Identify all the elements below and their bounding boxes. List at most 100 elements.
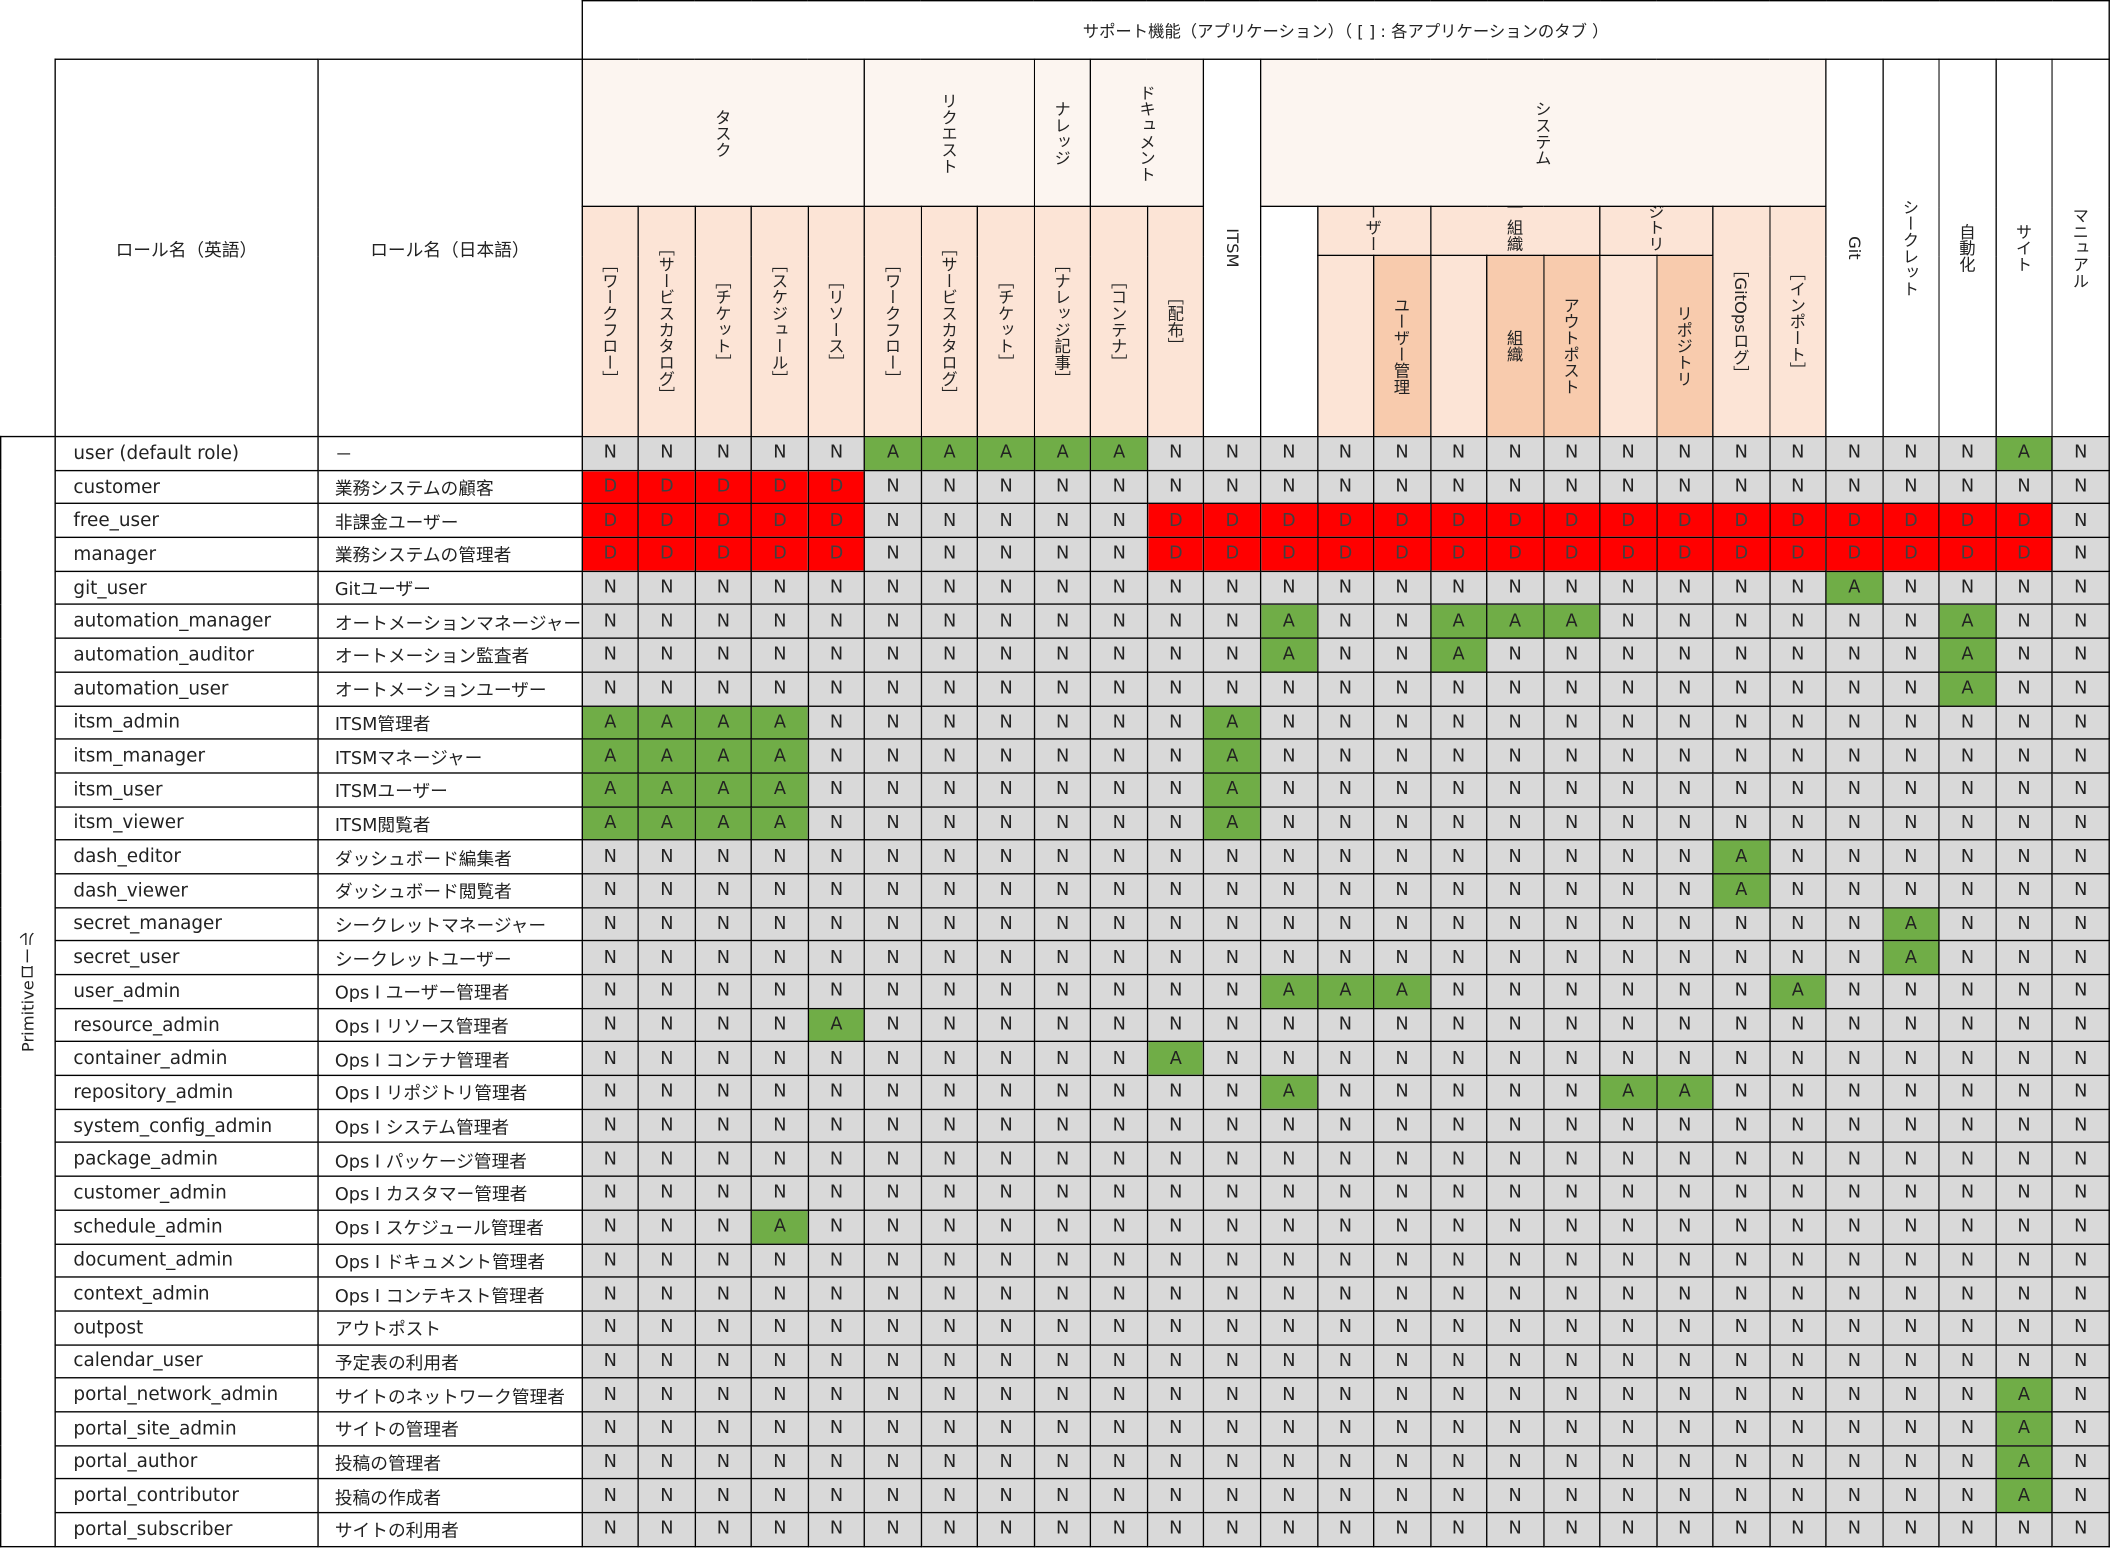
permission-cell: N <box>637 1377 696 1413</box>
permission-cell: N <box>2051 1209 2110 1245</box>
permission-cell: N <box>807 1108 866 1144</box>
permission-cell: N <box>581 1074 640 1110</box>
permission-cell: N <box>1090 1142 1149 1178</box>
permission-cell: N <box>807 1444 866 1480</box>
permission-cell: D <box>1429 536 1488 572</box>
permission-cell: N <box>750 1108 809 1144</box>
permission-cell: N <box>694 604 753 639</box>
permission-cell: N <box>977 940 1036 976</box>
permission-cell: N <box>1316 1209 1375 1245</box>
permission-cell: N <box>1316 940 1375 976</box>
table-row: dash_viewer ダッシュボード閲覧者 N N N N N N N N N N N N N N N N N N N… <box>1 873 2110 909</box>
permission-cell: N <box>1033 1007 1092 1043</box>
permission-cell: N <box>1033 1411 1092 1447</box>
role-ja-cell: シークレットマネージャー <box>317 906 583 942</box>
permission-cell: N <box>807 435 866 471</box>
permission-cell: D <box>750 503 809 539</box>
permission-cell: N <box>1599 940 1658 976</box>
permission-cell: N <box>1486 805 1545 841</box>
permission-cell: D <box>1259 503 1318 539</box>
table-row: itsm_user ITSMユーザー A A A A N N N N N N N A N N N N N N N N N N N… <box>1 772 2110 808</box>
permission-cell: D <box>750 536 809 572</box>
permission-cell: N <box>1203 1478 1262 1514</box>
permission-cell: N <box>1429 873 1488 909</box>
permission-cell: N <box>864 1310 922 1346</box>
permission-cell: N <box>1486 469 1545 505</box>
permission-cell: N <box>864 1108 922 1144</box>
permission-cell: N <box>1146 1411 1205 1447</box>
permission-cell: N <box>1259 738 1318 774</box>
permission-cell: A <box>864 435 922 471</box>
permission-cell: N <box>1146 671 1205 707</box>
permission-cell: N <box>920 1343 979 1379</box>
permission-cell: N <box>807 1310 866 1346</box>
permission-cell: N <box>1881 1310 1940 1346</box>
permission-cell: N <box>1938 1478 1997 1514</box>
permission-cell: N <box>581 570 640 606</box>
permission-cell: N <box>807 839 866 875</box>
permission-cell: D <box>1373 536 1431 572</box>
role-ja-cell: Ops I カスタマー管理者 <box>317 1175 583 1211</box>
permission-cell: N <box>1655 1478 1714 1514</box>
permission-cell: N <box>750 940 809 976</box>
permission-cell: N <box>1995 738 2053 774</box>
permission-cell: N <box>1090 1007 1149 1043</box>
permission-cell: N <box>1203 1209 1262 1245</box>
permission-cell: N <box>1033 1242 1092 1278</box>
permission-cell: N <box>1938 1242 1997 1278</box>
permission-cell: N <box>1316 1108 1375 1144</box>
permission-cell: N <box>1316 704 1375 740</box>
permission-cell: N <box>1825 435 1884 471</box>
permission-cell: N <box>1938 906 1997 942</box>
permission-cell: N <box>1373 1074 1431 1110</box>
permission-cell: N <box>694 1209 753 1245</box>
permission-cell: N <box>920 772 979 808</box>
permission-cell: N <box>977 1209 1036 1245</box>
corner-blank <box>1 1 582 60</box>
permission-cell: N <box>1712 1511 1771 1547</box>
permission-cell: A <box>1090 435 1149 471</box>
permission-cell: N <box>1712 1377 1771 1413</box>
permission-cell: N <box>581 671 640 707</box>
role-ja-cell: アウトポスト <box>317 1310 583 1346</box>
permission-cell: N <box>1655 604 1714 639</box>
permission-cell: N <box>750 1411 809 1447</box>
permission-cell: N <box>1995 671 2053 707</box>
permission-cell: N <box>1429 1377 1488 1413</box>
permission-cell: N <box>1486 772 1545 808</box>
permission-cell: N <box>1203 1377 1262 1413</box>
permission-cell: N <box>977 1377 1036 1413</box>
permission-cell: N <box>1259 435 1318 471</box>
tab-system-user-mgmt: ユーザー管理 <box>1373 254 1431 438</box>
permission-cell: N <box>1373 1175 1431 1211</box>
permission-cell: N <box>694 1444 753 1480</box>
permission-cell: N <box>1712 1343 1771 1379</box>
table-row: document_admin Ops I ドキュメント管理者 N N N N N N N N N N N… <box>1 1242 2110 1278</box>
role-ja-cell: Ops I スケジュール管理者 <box>317 1209 583 1245</box>
permission-cell: N <box>864 973 922 1009</box>
permission-cell: N <box>1712 1175 1771 1211</box>
permission-cell: N <box>1316 1444 1375 1480</box>
permission-cell: N <box>864 873 922 909</box>
permission-cell: N <box>581 604 640 639</box>
permission-cell: N <box>920 503 979 539</box>
permission-cell: N <box>1146 1377 1205 1413</box>
permission-cell: N <box>1373 1343 1431 1379</box>
permission-cell: N <box>864 536 922 572</box>
permission-cell: N <box>1373 1377 1431 1413</box>
permission-cell: N <box>694 873 753 909</box>
sys-user-group-spacer <box>1316 254 1375 438</box>
permission-cell: N <box>1768 772 1827 808</box>
permission-cell: N <box>1429 805 1488 841</box>
role-en-cell: portal_site_admin <box>54 1411 319 1447</box>
permission-cell: N <box>1825 469 1884 505</box>
permission-cell: N <box>1259 570 1318 606</box>
permission-cell: N <box>1542 469 1601 505</box>
permission-cell: N <box>1090 1310 1149 1346</box>
permission-cell: N <box>1712 704 1771 740</box>
permission-cell: N <box>1146 1242 1205 1278</box>
permission-cell: N <box>1486 906 1545 942</box>
permission-cell: N <box>1146 1310 1205 1346</box>
permission-cell: N <box>750 839 809 875</box>
permission-cell: N <box>1033 637 1092 673</box>
